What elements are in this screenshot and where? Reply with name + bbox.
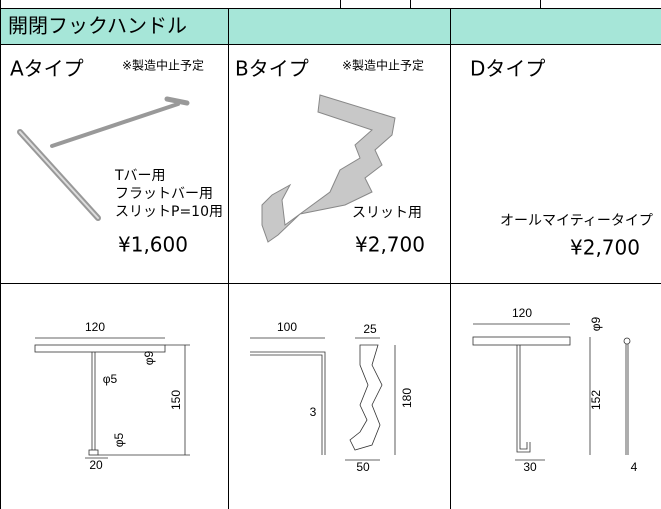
product-price: ¥2,700 [570,236,640,260]
dimension-label: 20 [89,458,103,472]
technical-drawing [34,337,190,459]
product-name: Bタイプ [235,57,309,81]
dimension-label: φ9 [142,350,156,365]
technical-drawing [472,323,631,461]
dimension-label: φ9 [589,316,603,331]
dimension-label: 150 [169,390,183,410]
dimension-label: φ5 [112,432,126,447]
product-description: Tバー用 [114,168,166,184]
product-name: Aタイプ [10,57,84,81]
product-description: フラットバー用 [115,186,213,202]
header-title: 開閉フックハンドル [8,14,187,38]
product-image [17,96,190,221]
dimension-label: 180 [400,388,414,408]
product-note: ※製造中止予定 [122,58,204,73]
product-description: スリット用 [352,205,422,221]
dimension-label: 120 [512,306,532,320]
product-price: ¥2,700 [355,233,425,257]
dimension-label: 30 [523,460,537,474]
dimension-label: 3 [310,405,317,419]
dimension-label: 152 [589,390,603,410]
header-band [0,8,661,44]
product-image [261,94,396,243]
product-description: オールマイティータイプ [500,213,653,229]
product-name: Dタイプ [470,57,545,81]
product-price: ¥1,600 [118,233,188,257]
dimension-label: 120 [85,320,105,334]
dimension-label: φ5 [103,372,118,386]
dimension-label: 100 [277,320,297,334]
dimension-label: 50 [356,460,370,474]
dimension-label: 4 [631,460,638,474]
product-description: スリットP=10用 [115,204,223,220]
technical-drawing [250,337,396,461]
dimension-label: 25 [363,322,377,336]
product-note: ※製造中止予定 [342,58,424,73]
